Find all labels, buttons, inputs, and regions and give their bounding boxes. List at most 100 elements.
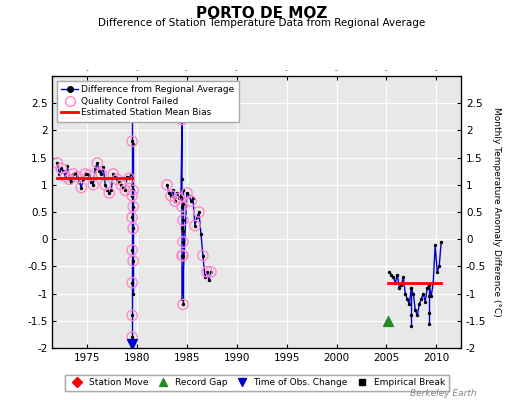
Point — [165, 190, 173, 196]
Point — [395, 285, 403, 291]
Point — [397, 282, 406, 289]
Point — [121, 187, 129, 194]
Point — [191, 222, 199, 229]
Point — [83, 171, 92, 177]
Point — [53, 160, 62, 166]
Point — [407, 312, 416, 318]
Point — [415, 301, 423, 308]
Point — [196, 230, 205, 237]
Point — [401, 290, 409, 297]
Point — [128, 280, 136, 286]
Point — [129, 187, 137, 194]
Point — [179, 239, 187, 245]
Point — [387, 271, 396, 278]
Point — [178, 252, 186, 259]
Point — [179, 187, 187, 194]
Point — [189, 195, 197, 202]
Point — [203, 269, 211, 275]
Point — [179, 301, 187, 308]
Point — [183, 190, 191, 196]
Point — [206, 269, 215, 275]
Point — [65, 176, 73, 182]
Point — [73, 174, 82, 180]
Point — [437, 239, 445, 245]
Point — [417, 296, 425, 302]
Point — [95, 168, 103, 174]
Point — [177, 192, 185, 199]
Point — [178, 116, 186, 123]
Point — [175, 195, 183, 202]
Point — [171, 198, 179, 204]
Legend: Station Move, Record Gap, Time of Obs. Change, Empirical Break: Station Move, Record Gap, Time of Obs. C… — [65, 375, 449, 391]
Point — [53, 160, 62, 166]
Point — [425, 282, 433, 289]
Point — [129, 290, 137, 297]
Point — [128, 334, 136, 340]
Point — [129, 203, 137, 210]
Point — [411, 307, 419, 313]
Point — [178, 296, 186, 302]
Point — [97, 171, 105, 177]
Point — [71, 170, 80, 176]
Point — [75, 179, 83, 185]
Point — [171, 198, 179, 204]
Point — [129, 258, 137, 264]
Point — [55, 171, 63, 177]
Point — [178, 252, 186, 259]
Point — [425, 310, 433, 316]
Point — [385, 269, 394, 275]
Point — [206, 269, 215, 275]
Point — [128, 138, 136, 144]
Point — [178, 225, 186, 232]
Point — [89, 182, 97, 188]
Point — [99, 164, 107, 170]
Text: Difference of Station Temperature Data from Regional Average: Difference of Station Temperature Data f… — [99, 18, 425, 28]
Point — [59, 168, 68, 174]
Point — [128, 138, 136, 144]
Point — [201, 274, 209, 280]
Point — [179, 228, 187, 234]
Point — [403, 296, 411, 302]
Point — [389, 274, 398, 280]
Point — [63, 162, 72, 169]
Point — [178, 176, 186, 182]
Point — [178, 203, 186, 210]
Point — [413, 312, 421, 318]
Point — [128, 192, 136, 199]
Point — [77, 184, 85, 191]
Point — [178, 116, 186, 123]
Point — [179, 239, 187, 245]
Point — [173, 190, 181, 196]
Point — [393, 271, 401, 278]
Point — [125, 175, 133, 182]
Point — [61, 174, 70, 180]
Point — [425, 293, 433, 300]
Point — [69, 171, 78, 177]
Point — [429, 280, 438, 286]
Point — [81, 171, 90, 177]
Point — [391, 280, 399, 286]
Point — [163, 182, 171, 188]
Point — [183, 190, 191, 196]
Point — [128, 280, 136, 286]
Point — [81, 171, 90, 177]
Point — [427, 293, 435, 300]
Point — [195, 209, 203, 215]
Point — [128, 111, 136, 117]
Point — [179, 301, 187, 308]
Point — [433, 269, 441, 275]
Point — [187, 198, 195, 204]
Point — [419, 290, 428, 297]
Point — [163, 182, 171, 188]
Point — [125, 175, 133, 182]
Point — [65, 176, 73, 182]
Point — [79, 176, 88, 182]
Point — [423, 285, 431, 291]
Point — [399, 274, 408, 280]
Point — [57, 165, 66, 172]
Point — [407, 323, 416, 330]
Point — [407, 285, 416, 291]
Point — [203, 269, 211, 275]
Point — [105, 190, 113, 196]
Point — [67, 179, 75, 185]
